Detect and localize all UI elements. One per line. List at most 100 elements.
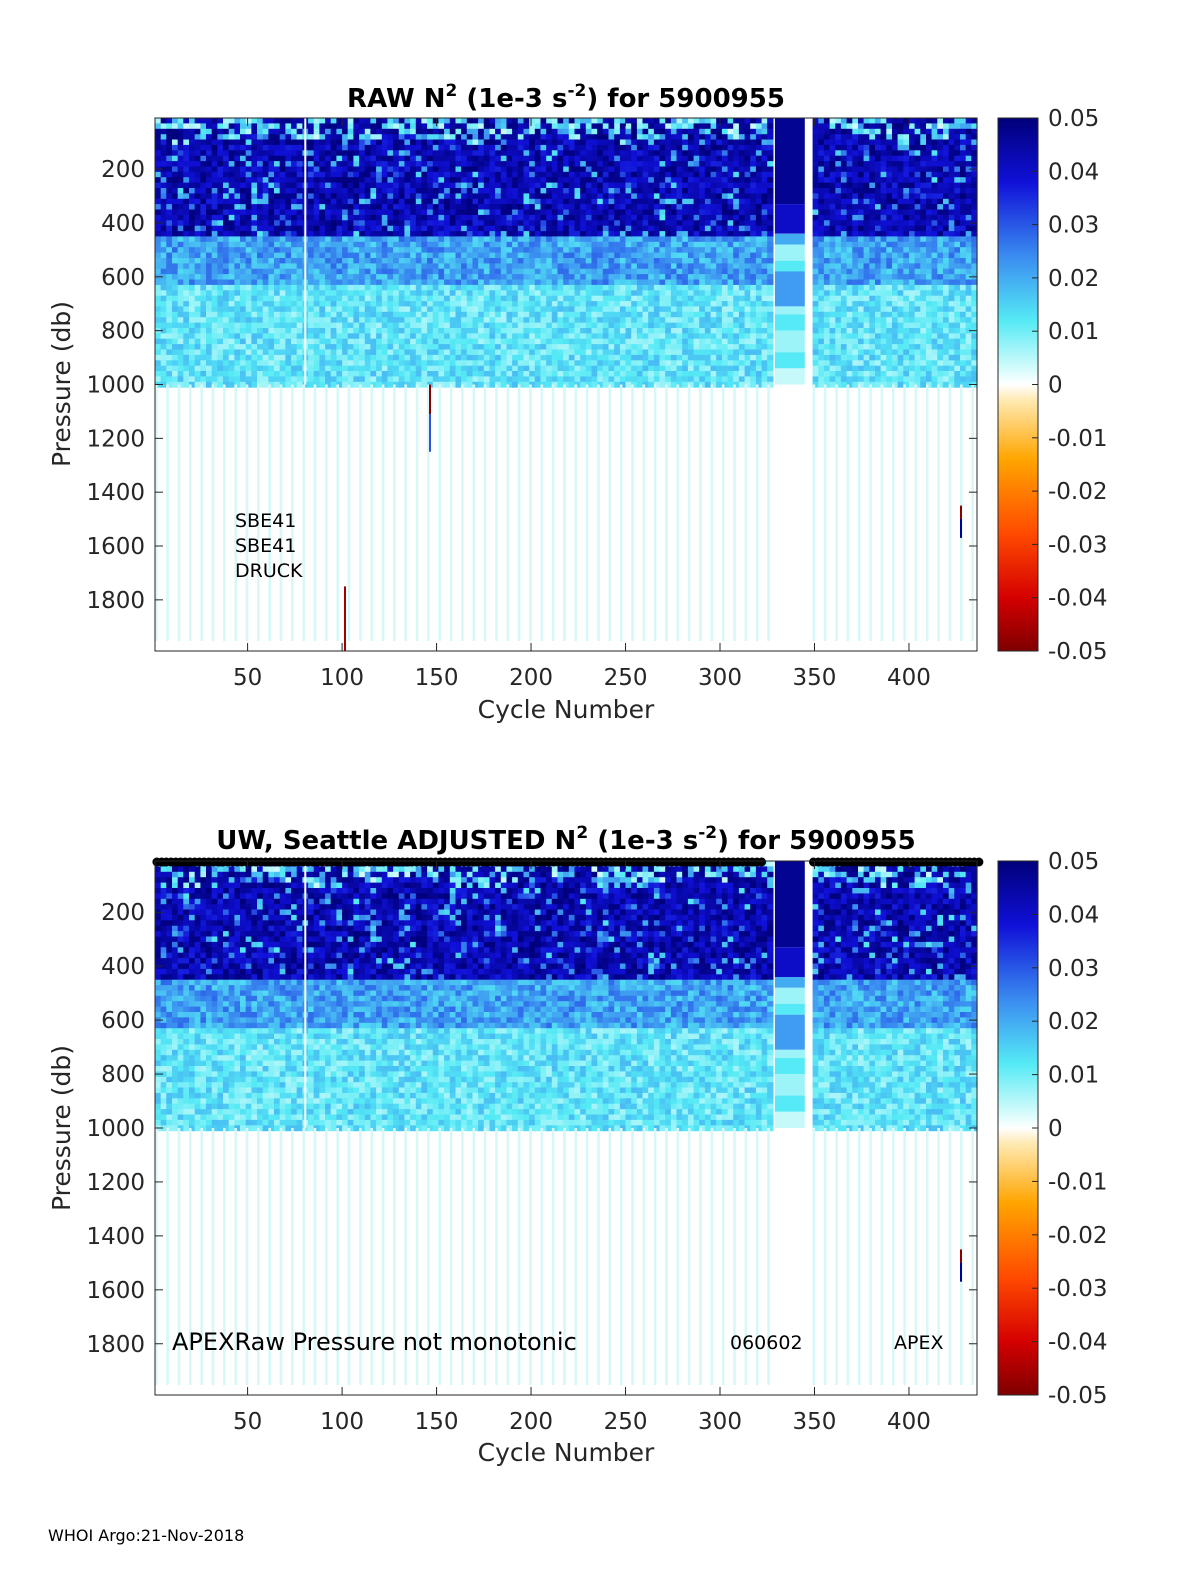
heatmap-cell (268, 241, 275, 248)
heatmap-cell (529, 204, 536, 210)
heatmap-cell (177, 344, 184, 350)
heatmap-cell (642, 182, 649, 189)
heatmap-cell (262, 193, 269, 200)
heatmap-cell (438, 322, 445, 329)
heatmap-cell (534, 241, 542, 248)
heatmap-cell (211, 365, 218, 372)
heatmap-cell (296, 161, 303, 167)
heatmap-cell (546, 301, 553, 307)
heatmap-cell (330, 360, 337, 367)
heatmap-cell (591, 290, 598, 297)
heatmap-cell (597, 381, 604, 388)
heatmap-cell (625, 381, 632, 388)
heatmap-cell (438, 284, 445, 291)
heatmap-cell (421, 134, 428, 141)
heatmap-cell (274, 150, 281, 157)
heatmap-cell (563, 333, 570, 340)
heatmap-cell (529, 209, 536, 216)
heatmap-cell (251, 139, 258, 146)
heatmap-cell (285, 209, 292, 216)
heatmap-cell (415, 182, 423, 189)
heatmap-cell (699, 311, 706, 318)
heatmap-cell (608, 371, 615, 377)
deep-profile-stripe (257, 384, 260, 641)
heatmap-cell (296, 225, 303, 232)
heatmap-cell (444, 236, 451, 243)
heatmap-cell (512, 279, 519, 286)
heatmap-cell (262, 279, 269, 286)
heatmap-cell (347, 328, 354, 334)
heatmap-cell (512, 284, 519, 291)
heatmap-cell (529, 258, 536, 264)
heatmap-cell (387, 188, 394, 194)
heatmap-cell (676, 322, 683, 329)
heatmap-cell (602, 333, 610, 340)
heatmap-cell (166, 376, 173, 383)
heatmap-cell (636, 344, 644, 350)
heatmap-cell (410, 214, 417, 221)
heatmap-cell (257, 333, 264, 340)
heatmap-cell (489, 263, 496, 270)
heatmap-cell (625, 214, 632, 221)
heatmap-cell (274, 295, 281, 302)
heatmap-cell (160, 376, 167, 383)
heatmap-cell (262, 144, 269, 151)
heatmap-cell (523, 322, 530, 329)
heatmap-cell (608, 344, 615, 350)
heatmap-cell (614, 155, 621, 162)
heatmap-cell (495, 182, 502, 189)
heatmap-cell (223, 231, 230, 237)
heatmap-cell (427, 155, 434, 162)
heatmap-cell (580, 301, 587, 307)
heatmap-cell (438, 193, 445, 200)
heatmap-cell (444, 225, 451, 232)
heatmap-cell (568, 274, 576, 280)
heatmap-cell (223, 139, 230, 146)
heatmap-cell (257, 247, 264, 254)
heatmap-cell (387, 193, 394, 200)
heatmap-cell (347, 134, 354, 141)
heatmap-cell (279, 128, 286, 135)
heatmap-cell (676, 128, 683, 135)
heatmap-cell (602, 236, 610, 243)
heatmap-cell (653, 354, 661, 361)
heatmap-cell (223, 214, 230, 221)
heatmap-cell (330, 241, 337, 248)
heatmap-cell (421, 279, 428, 286)
heatmap-cell (495, 284, 502, 291)
heatmap-cell (427, 306, 434, 313)
heatmap-cell (608, 328, 615, 334)
heatmap-cell (687, 128, 695, 135)
heatmap-cell (342, 333, 349, 340)
heatmap-cell (568, 290, 576, 297)
heatmap-cell (376, 376, 383, 383)
heatmap-cell (517, 134, 525, 141)
heatmap-cell (217, 365, 224, 372)
heatmap-cell (614, 123, 621, 130)
heatmap-cell (381, 214, 389, 221)
heatmap-cell (251, 279, 258, 286)
heatmap-cell (404, 193, 411, 200)
heatmap-cell (636, 258, 644, 264)
heatmap-cell (359, 247, 366, 254)
heatmap-cell (580, 284, 587, 291)
heatmap-cell (172, 333, 179, 340)
heatmap-cell (376, 365, 383, 372)
heatmap-cell (636, 236, 644, 243)
heatmap-cell (608, 220, 615, 227)
heatmap-cell (330, 311, 337, 318)
heatmap-cell (189, 128, 196, 135)
heatmap-cell (336, 333, 343, 340)
heatmap-cell (676, 198, 683, 205)
heatmap-cell (461, 376, 468, 383)
heatmap-cell (194, 263, 201, 270)
heatmap-cell (279, 220, 286, 227)
heatmap-cell (251, 317, 258, 324)
heatmap-cell (517, 279, 525, 286)
heatmap-cell (376, 338, 383, 345)
heatmap-cell (381, 263, 389, 270)
heatmap-cell (166, 328, 173, 334)
heatmap-cell (472, 204, 479, 210)
heatmap-cell (495, 252, 502, 259)
heatmap-cell (279, 134, 286, 141)
